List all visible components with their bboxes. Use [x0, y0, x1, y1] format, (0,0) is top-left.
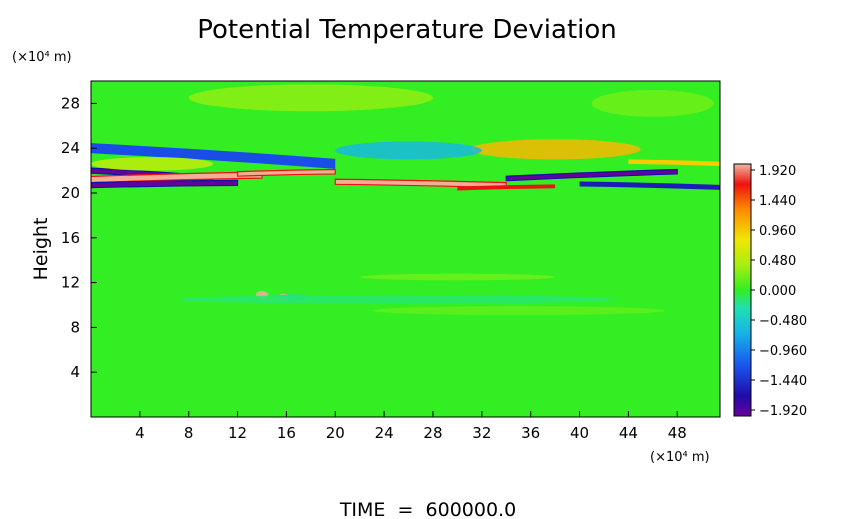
colorbar: 1.920 1.440 0.960 0.480 0.000 −0.480 −0.960 −1.…: [733, 163, 807, 419]
chart-title: Potential Temperature Deviation: [197, 15, 617, 45]
colorbar-label: 1.920: [759, 164, 796, 179]
x-tick-label: 16: [277, 424, 296, 442]
x-tick-label: 4: [135, 424, 145, 442]
x-tick-label: 32: [472, 424, 491, 442]
colorbar-label: −0.960: [759, 344, 807, 359]
y-tick-label: 16: [61, 229, 80, 247]
colorbar-label: 0.960: [759, 224, 796, 239]
anomaly-band-9: [579, 181, 720, 190]
anomaly-band-4: [91, 179, 239, 189]
plot-frame: [90, 80, 721, 418]
x-tick-label: 28: [423, 424, 442, 442]
x-tick-label: 44: [619, 424, 638, 442]
colorbar-label: −1.440: [759, 374, 807, 389]
y-axis-label: Height: [30, 218, 52, 281]
anomaly-blob-21: [371, 306, 666, 316]
x-tick-label: 48: [668, 424, 687, 442]
y-axis-unit: (×10⁴ m): [12, 50, 72, 65]
anomaly-blob-19: [359, 273, 556, 281]
anomaly-blob-14: [188, 84, 433, 112]
anomaly-band-8: [505, 168, 678, 182]
time-label: TIME = 600000.0: [339, 499, 516, 519]
y-axis-ticks: 4 8 12 16 20 24 28: [61, 94, 97, 381]
colorbar-label: 1.440: [759, 194, 796, 209]
anomaly-blob-20: [176, 294, 617, 304]
x-tick-label: 36: [521, 424, 540, 442]
anomaly-band-5: [236, 168, 336, 177]
x-tick-label: 8: [184, 424, 194, 442]
y-tick-label: 20: [61, 184, 80, 202]
anomaly-blob-11: [469, 139, 641, 160]
anomaly-band-7: [457, 184, 556, 191]
x-tick-label: 40: [570, 424, 589, 442]
anomaly-blob-12: [335, 141, 482, 160]
y-tick-label: 24: [61, 139, 80, 157]
anomaly-blob-15: [591, 89, 714, 117]
y-tick-label: 12: [61, 274, 80, 292]
colorbar-label: 0.000: [759, 284, 796, 299]
heatmap-plot: [91, 81, 720, 417]
colorbar-scale: [733, 163, 752, 417]
y-tick-label: 28: [61, 94, 80, 112]
x-tick-label: 20: [326, 424, 345, 442]
anomaly-blob-13: [91, 157, 214, 171]
anomaly-band-1: [91, 143, 336, 169]
x-axis-ticks: 4 8 12 16 20 24 28 32 36 40 44 48: [135, 411, 687, 442]
x-tick-label: 24: [375, 424, 394, 442]
x-tick-label: 12: [228, 424, 247, 442]
colorbar-label: −1.920: [759, 404, 807, 419]
colorbar-label: 0.480: [759, 254, 796, 269]
anomaly-band-10: [628, 159, 720, 167]
y-tick-label: 4: [70, 363, 80, 381]
y-tick-label: 8: [70, 318, 80, 336]
colorbar-label: −0.480: [759, 314, 807, 329]
colorbar-labels: 1.920 1.440 0.960 0.480 0.000 −0.480 −0.960 −1.…: [751, 164, 807, 419]
field-background: [91, 81, 720, 417]
x-axis-unit: (×10⁴ m): [650, 450, 710, 465]
